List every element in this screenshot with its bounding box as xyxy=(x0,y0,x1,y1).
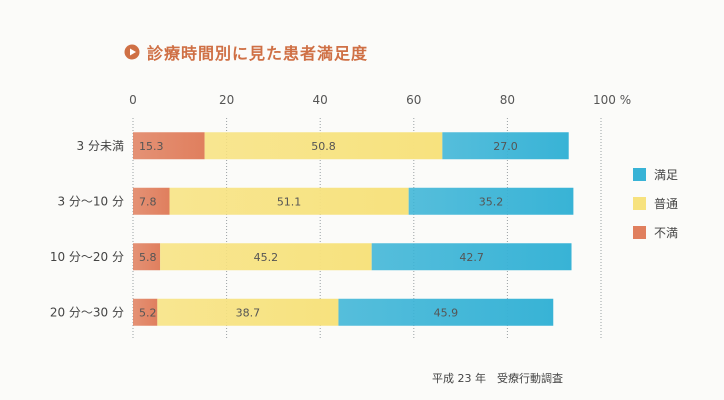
bar-segment xyxy=(442,132,569,160)
bar-segment xyxy=(157,298,339,326)
x-tick-label: 60 xyxy=(406,93,421,107)
legend-label: 満足 xyxy=(654,168,678,182)
data-label: 38.7 xyxy=(236,306,261,319)
data-label: 27.0 xyxy=(493,140,518,153)
bar-segment xyxy=(371,243,572,271)
bar-segment xyxy=(204,132,443,160)
legend-swatch xyxy=(633,168,646,181)
data-label: 50.8 xyxy=(311,140,336,153)
data-label: 45.2 xyxy=(254,251,279,264)
x-tick-label: 0 xyxy=(129,93,137,107)
category-label: 20 分〜30 分 xyxy=(50,305,124,319)
source-note: 平成 23 年 受療行動調査 xyxy=(432,372,563,385)
bar-segment xyxy=(133,298,158,326)
legend-swatch xyxy=(633,226,646,239)
data-label: 35.2 xyxy=(479,195,504,208)
chart-title-wrap: 診療時間別に見た患者満足度 xyxy=(124,40,368,64)
bar-segment xyxy=(133,132,205,160)
category-label: 3 分〜10 分 xyxy=(57,194,124,208)
legend-label: 普通 xyxy=(654,197,678,211)
data-label: 45.9 xyxy=(434,306,459,319)
data-label: 5.2 xyxy=(139,306,157,319)
x-tick-label: 100 % xyxy=(593,93,631,107)
bar-segment xyxy=(160,243,372,271)
legend-swatch xyxy=(633,197,646,210)
x-tick-label: 40 xyxy=(313,93,328,107)
data-label: 7.8 xyxy=(139,195,157,208)
bar-segment xyxy=(408,187,574,215)
bar-segment xyxy=(169,187,409,215)
data-label: 15.3 xyxy=(139,140,164,153)
bar-segment xyxy=(338,298,554,326)
data-label: 51.1 xyxy=(277,195,302,208)
data-label: 5.8 xyxy=(139,251,157,264)
bar-segment xyxy=(133,243,161,271)
category-label: 10 分〜20 分 xyxy=(50,250,124,264)
bar-segment xyxy=(133,187,170,215)
data-label: 42.7 xyxy=(459,251,484,264)
x-tick-label: 80 xyxy=(500,93,515,107)
category-label: 3 分未満 xyxy=(77,139,124,153)
legend-label: 不満 xyxy=(654,226,678,240)
chart-title: 診療時間別に見た患者満足度 xyxy=(147,44,369,63)
play-circle-icon xyxy=(124,44,140,60)
x-tick-label: 20 xyxy=(219,93,234,107)
